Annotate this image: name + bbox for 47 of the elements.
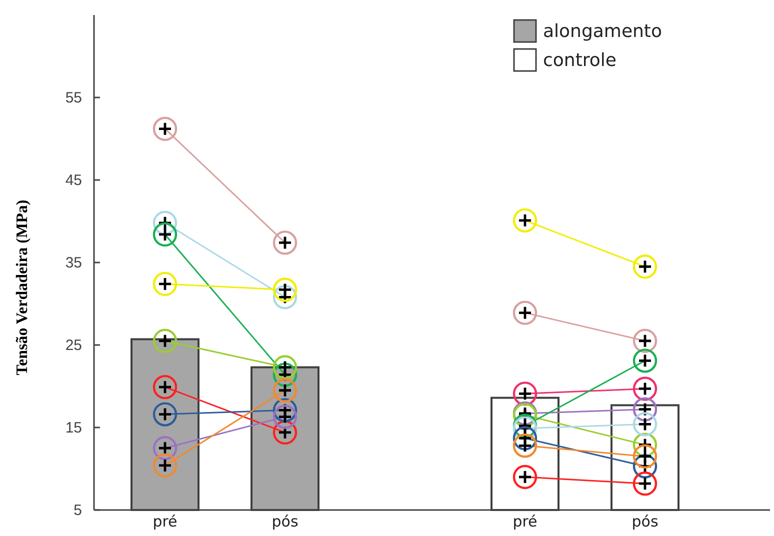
y-tick-label: 35 (65, 254, 82, 272)
y-tick-label: 55 (65, 89, 82, 106)
point (272, 285, 298, 310)
point (152, 222, 178, 247)
point (152, 453, 178, 478)
point (632, 348, 658, 373)
y-tick-label: 45 (65, 172, 82, 189)
y-axis-title: Tensão Verdadeira (MPa) (14, 200, 31, 376)
point (632, 432, 658, 457)
y-tick-label: 5 (74, 502, 82, 519)
point (512, 434, 538, 458)
y-tick-label: 25 (65, 336, 82, 354)
point (272, 230, 298, 255)
point (632, 376, 658, 401)
point (512, 300, 538, 325)
x-tick-label: pré (152, 512, 178, 531)
x-tick-label: pós (272, 512, 298, 531)
point (512, 208, 538, 232)
point (512, 382, 538, 406)
point (512, 426, 538, 450)
point (152, 272, 178, 296)
point (632, 472, 658, 496)
point (632, 444, 658, 468)
point (272, 378, 298, 402)
legend-label: alongamento (543, 21, 662, 42)
point (152, 210, 178, 235)
y-tick-label: 15 (65, 419, 82, 436)
x-tick-label: pós (632, 512, 658, 531)
point (272, 398, 298, 422)
point (272, 362, 298, 387)
point (632, 397, 658, 422)
point (152, 116, 178, 141)
point (152, 402, 178, 426)
point (512, 464, 538, 490)
point (152, 328, 178, 353)
point (632, 254, 658, 279)
legend-label: controle (543, 50, 616, 71)
point (632, 412, 658, 436)
x-tick-label: pré (512, 512, 538, 531)
point (632, 454, 658, 478)
point (272, 420, 298, 445)
point (272, 278, 298, 302)
point (272, 404, 298, 429)
point (152, 436, 178, 460)
point (272, 355, 298, 380)
point (152, 375, 178, 400)
point (632, 328, 658, 353)
